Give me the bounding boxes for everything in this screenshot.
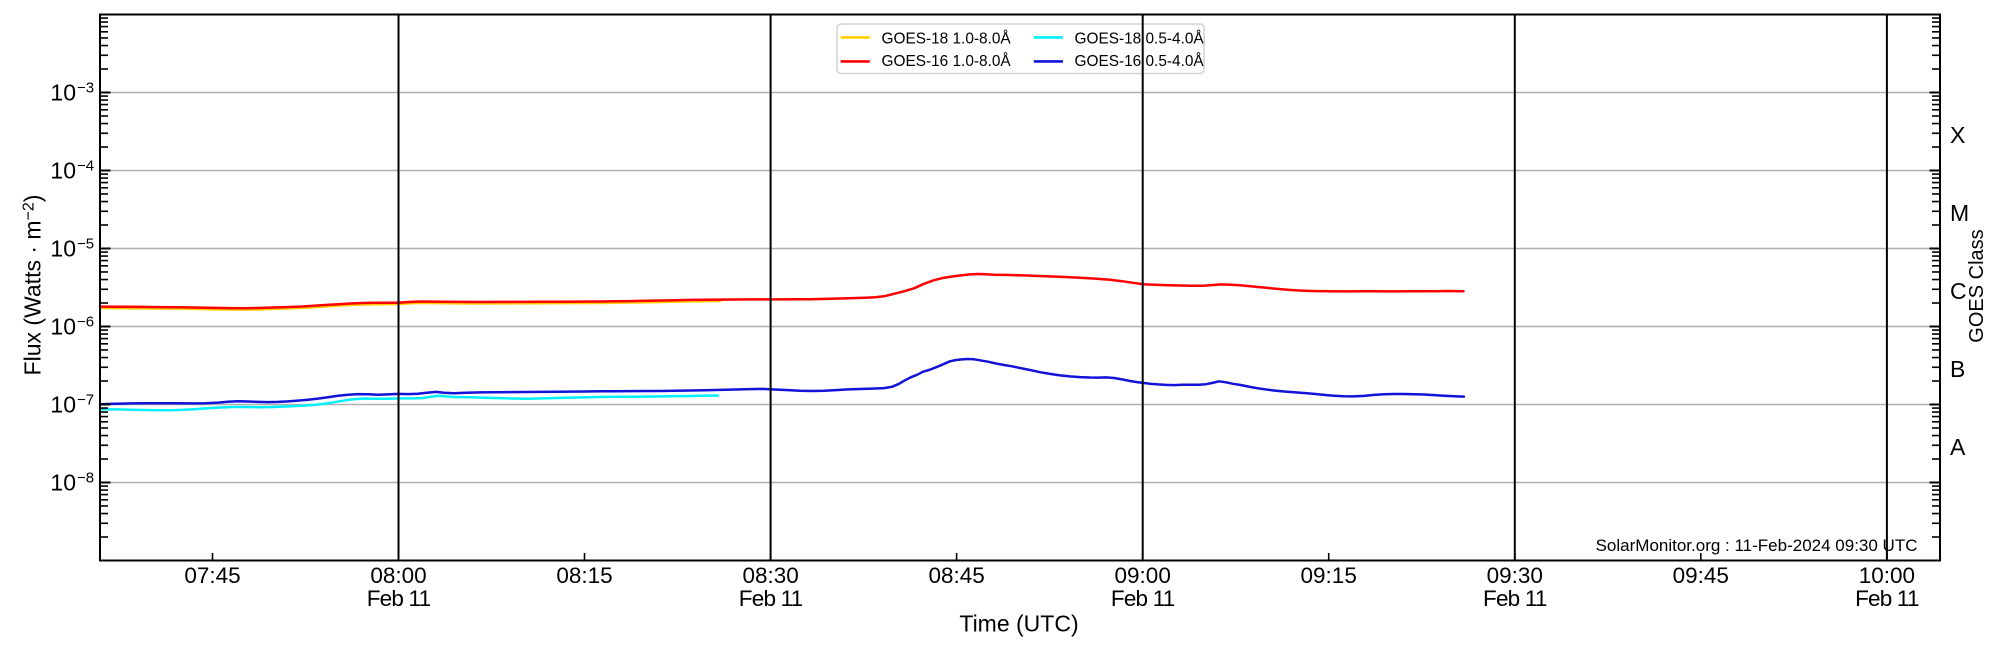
svg-text:08:30: 08:30 [742,563,798,588]
svg-text:09:15: 09:15 [1301,563,1357,588]
svg-text:GOES Class: GOES Class [1966,229,1988,342]
svg-text:Feb 11: Feb 11 [1483,586,1547,611]
svg-text:Feb 11: Feb 11 [1111,586,1175,611]
svg-text:B: B [1950,356,1965,382]
svg-text:09:30: 09:30 [1487,563,1543,588]
svg-text:10: 10 [50,158,76,184]
svg-text:−6: −6 [77,314,94,331]
svg-text:Feb 11: Feb 11 [739,586,803,611]
svg-text:10: 10 [50,80,76,106]
svg-text:−5: −5 [77,236,94,253]
svg-text:C: C [1950,278,1967,304]
svg-text:GOES-18 1.0-8.0Å: GOES-18 1.0-8.0Å [882,30,1012,47]
svg-text:09:00: 09:00 [1115,563,1171,588]
svg-text:10: 10 [50,470,76,496]
svg-text:−8: −8 [77,470,94,487]
svg-text:−7: −7 [77,392,94,409]
svg-text:Flux (Watts · m−2): Flux (Watts · m−2) [20,195,46,376]
svg-text:Feb 11: Feb 11 [1855,586,1919,611]
svg-text:10: 10 [50,314,76,340]
svg-text:09:45: 09:45 [1673,563,1729,588]
svg-text:A: A [1950,434,1966,460]
svg-text:GOES-18 0.5-4.0Å: GOES-18 0.5-4.0Å [1075,30,1205,47]
svg-text:08:15: 08:15 [556,563,612,588]
svg-text:07:45: 07:45 [184,563,240,588]
svg-text:−3: −3 [77,80,94,97]
svg-text:SolarMonitor.org : 11-Feb-2024: SolarMonitor.org : 11-Feb-2024 09:30 UTC [1596,536,1918,555]
svg-text:08:00: 08:00 [370,563,426,588]
svg-text:Feb 11: Feb 11 [367,586,431,611]
svg-text:08:45: 08:45 [928,563,984,588]
svg-text:10: 10 [50,236,76,262]
svg-text:10:00: 10:00 [1859,563,1915,588]
svg-text:X: X [1950,122,1965,148]
svg-text:−4: −4 [77,158,94,175]
svg-text:GOES-16 1.0-8.0Å: GOES-16 1.0-8.0Å [882,53,1012,70]
svg-text:GOES-16 0.5-4.0Å: GOES-16 0.5-4.0Å [1075,53,1205,70]
svg-text:M: M [1950,200,1969,226]
svg-text:Time (UTC): Time (UTC) [959,611,1078,637]
svg-text:10: 10 [50,392,76,418]
